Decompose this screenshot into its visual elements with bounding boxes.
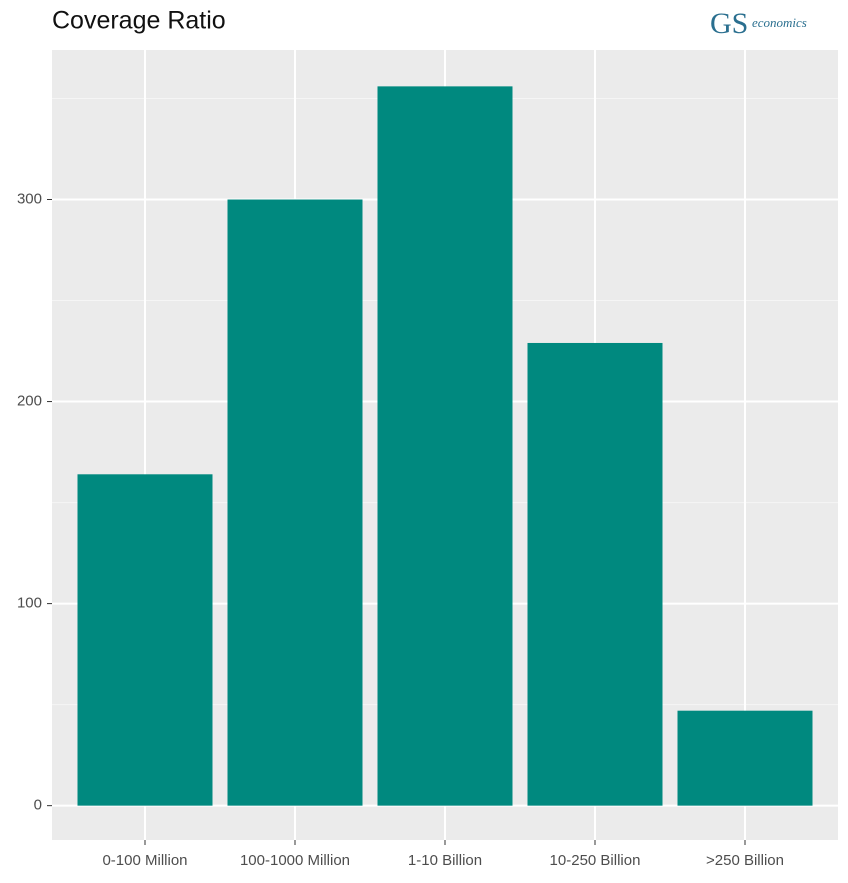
x-tick-label: 0-100 Million: [102, 852, 187, 869]
y-tick-label: 200: [17, 393, 42, 410]
x-tick-label: 10-250 Billion: [550, 852, 641, 869]
chart-title: Coverage Ratio: [52, 7, 226, 35]
bar: [377, 86, 513, 806]
x-tick-label: 100-1000 Million: [240, 852, 350, 869]
x-tick-label: >250 Billion: [706, 852, 784, 869]
logo-text: economics: [752, 15, 807, 30]
x-tick-label: 1-10 Billion: [408, 852, 482, 869]
y-tick-label: 0: [34, 797, 42, 814]
bar: [77, 474, 213, 806]
y-tick-label: 100: [17, 595, 42, 612]
y-tick-label: 300: [17, 190, 42, 207]
bar: [677, 710, 813, 806]
bar: [527, 342, 663, 806]
bar: [227, 199, 363, 806]
logo-mark: GS: [710, 7, 748, 40]
